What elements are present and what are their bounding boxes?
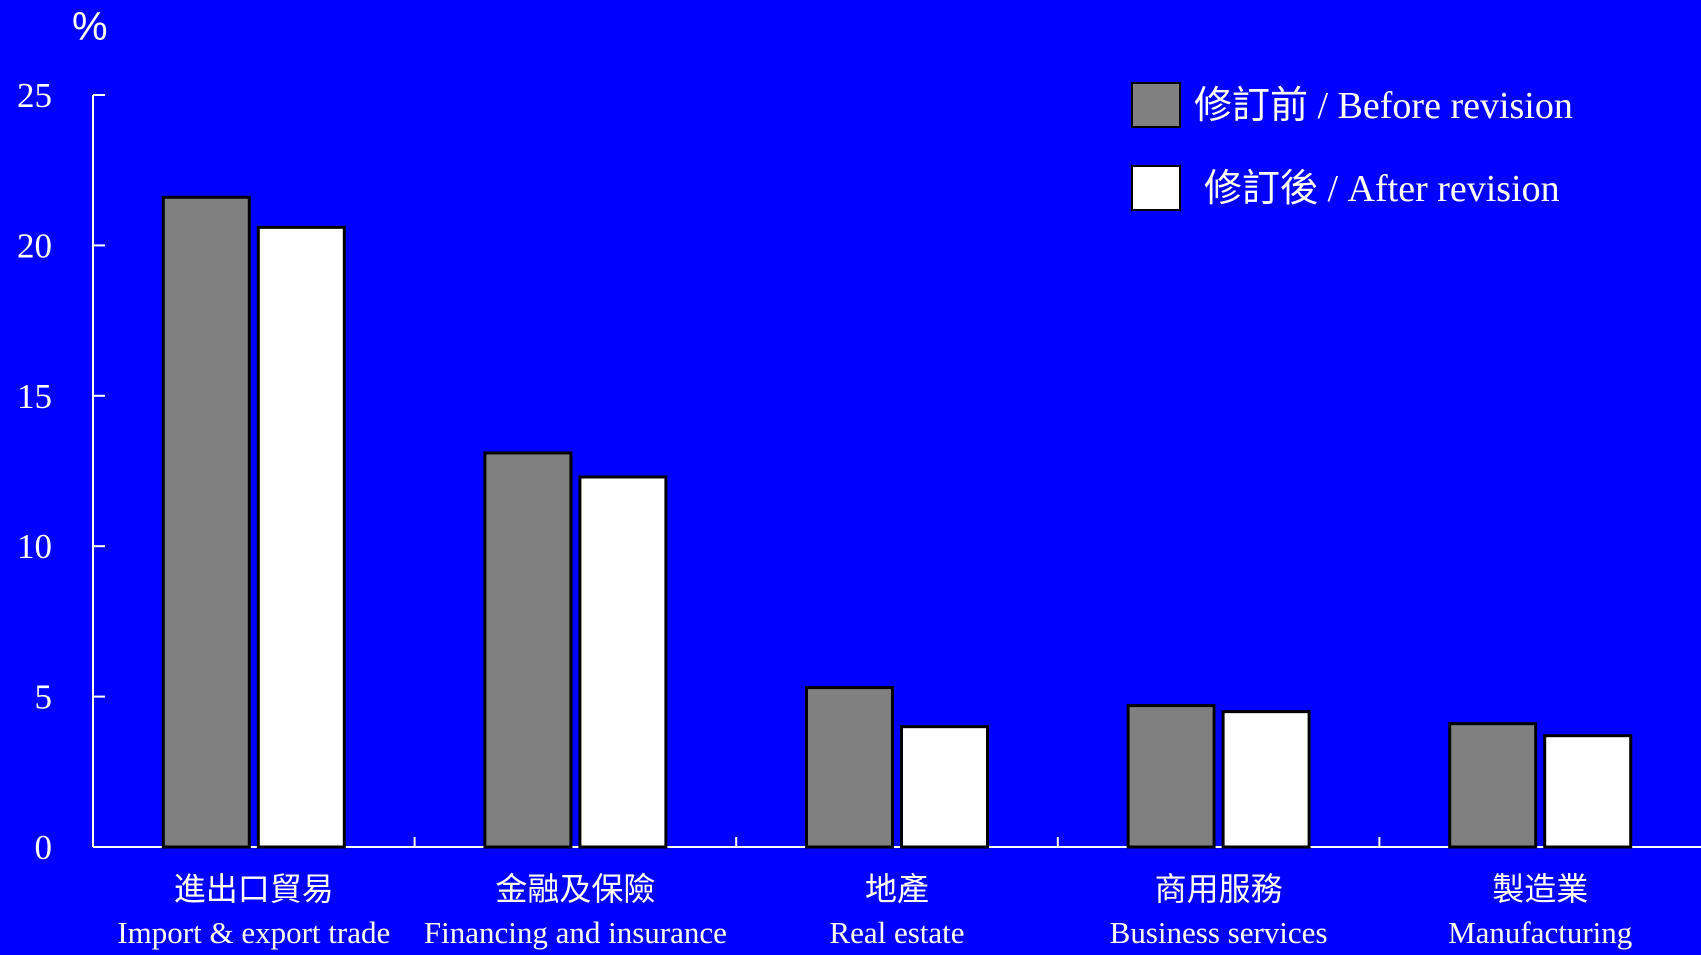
bar-after-3	[1221, 710, 1311, 849]
category-label-en: Import & export trade	[117, 915, 390, 950]
bar-before-0	[161, 195, 251, 849]
category-label-zh: 地產	[865, 871, 929, 907]
category-label-zh: 進出口貿易	[174, 871, 334, 907]
bar-after-2	[900, 725, 989, 849]
category-label-en: Financing and insurance	[424, 915, 727, 950]
bar-before-3	[1126, 704, 1216, 849]
category-label-zh: 金融及保險	[495, 871, 655, 907]
bar-before-1	[483, 451, 573, 849]
y-tick-label: 15	[17, 377, 52, 416]
y-tick-label: 0	[35, 828, 53, 867]
y-axis-unit-label: %	[72, 5, 108, 49]
legend-label-after: 修訂後 / After revision	[1204, 168, 1560, 210]
category-label-zh: 製造業	[1492, 871, 1588, 907]
bar-before-2	[805, 686, 894, 849]
y-tick-label: 25	[17, 76, 52, 115]
bar-after-4	[1543, 734, 1633, 849]
bar-after-1	[578, 475, 668, 849]
bar-after-0	[256, 225, 346, 849]
category-label-en: Business services	[1110, 915, 1328, 950]
y-tick-label: 10	[17, 527, 52, 566]
category-label-en: Manufacturing	[1448, 915, 1632, 950]
legend-swatch-after	[1131, 165, 1181, 211]
y-tick-label: 5	[35, 678, 53, 717]
legend-label-before: 修訂前 / Before revision	[1194, 85, 1573, 127]
legend-swatch-before	[1131, 82, 1181, 128]
y-tick-label: 20	[17, 226, 52, 265]
category-label-zh: 商用服務	[1155, 871, 1283, 907]
bar-before-4	[1448, 722, 1538, 849]
category-label-en: Real estate	[829, 915, 964, 950]
